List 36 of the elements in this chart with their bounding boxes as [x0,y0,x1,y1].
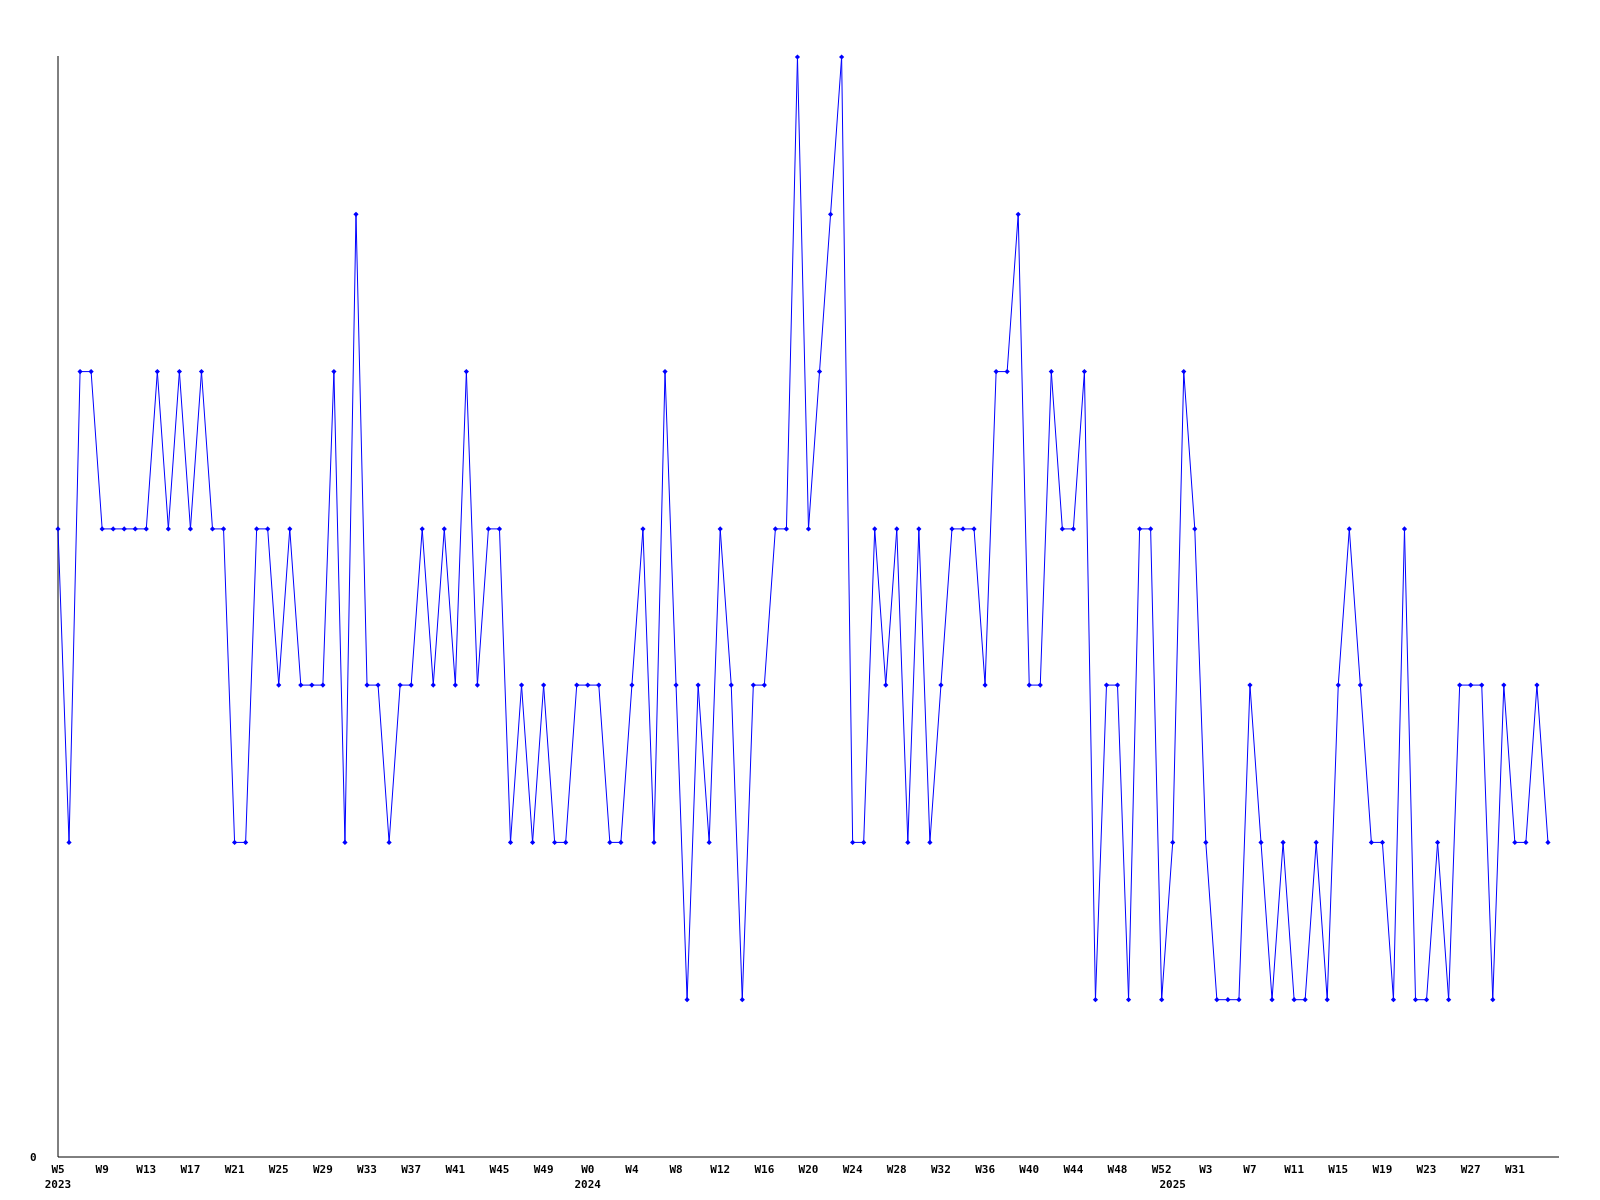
x-tick-label: W11 [1284,1163,1305,1176]
x-tick-label: W0 2024 [574,1163,602,1191]
x-tick-label: W8 [669,1163,683,1176]
x-tick-label: W9 [95,1163,109,1176]
x-tick-label: W7 [1243,1163,1257,1176]
x-tick-label: W52 [1151,1163,1172,1176]
x-tick-label: W5 2023 [44,1163,72,1191]
x-tick-label: W24 [842,1163,863,1176]
x-tick-label: W23 [1416,1163,1437,1176]
x-tick-label: W31 [1504,1163,1526,1176]
x-tick-label: W33 [357,1163,377,1176]
x-tick-label: W3 [1199,1163,1213,1176]
x-tick-label: 2025 [1159,1178,1186,1191]
x-tick-label: W12 [710,1163,731,1176]
x-tick-label: W4 [625,1163,639,1176]
x-tick-label: W41 [445,1163,466,1176]
x-tick-label: W32 [931,1163,951,1176]
x-tick-label: W16 [754,1163,775,1176]
x-tick-label: W40 [1019,1163,1040,1176]
x-tick-label: W27 [1460,1163,1481,1176]
x-tick-label: W44 [1063,1163,1084,1176]
x-tick-label: W28 [886,1163,907,1176]
x-tick-label: W36 [975,1163,996,1176]
x-tick-label: W45 [489,1163,510,1176]
x-tick-label: W21 [224,1163,245,1176]
x-tick-label: W15 [1328,1163,1349,1176]
x-tick-label: W19 [1372,1163,1393,1176]
x-tick-label: W37 [401,1163,422,1176]
text: 0 [30,1151,37,1164]
x-tick-label: W13 [136,1163,157,1176]
x-tick-label: W49 [533,1163,554,1176]
x-tick-label: W25 [268,1163,289,1176]
x-tick-label: W48 [1107,1163,1128,1176]
x-tick-label: W17 [180,1163,201,1176]
x-tick-label: W29 [312,1163,333,1176]
x-tick-label: W20 [798,1163,819,1176]
